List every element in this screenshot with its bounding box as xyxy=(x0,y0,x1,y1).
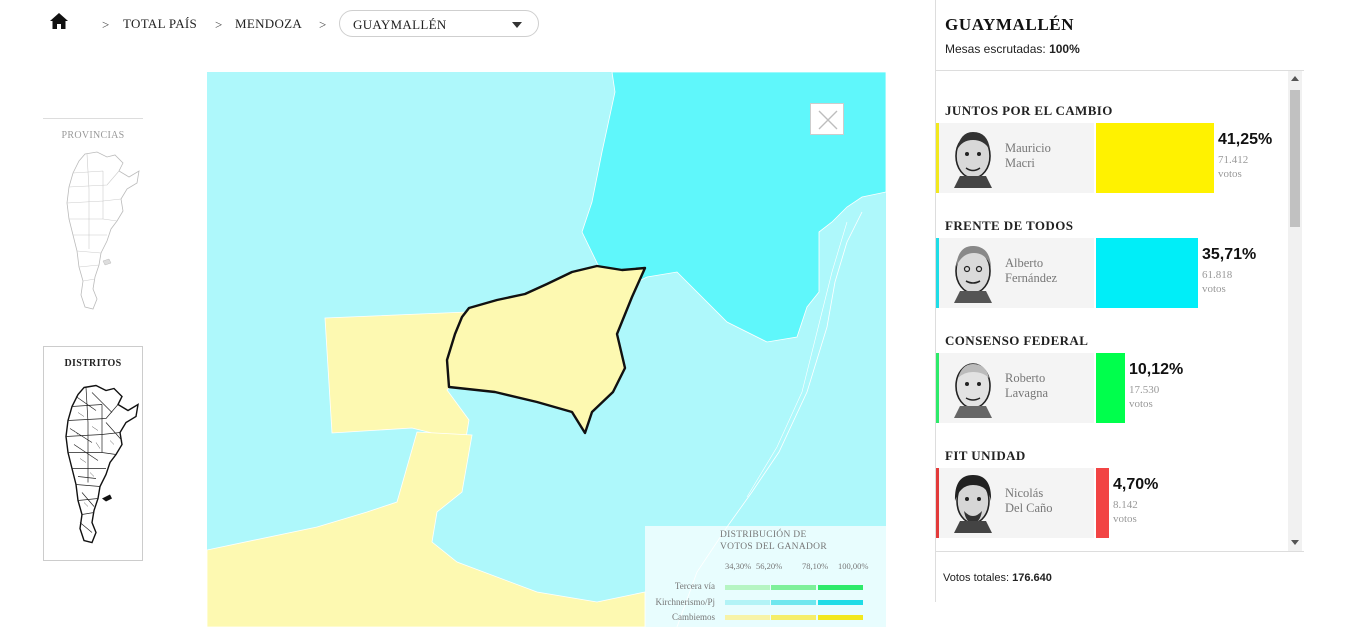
minimap-provincias[interactable]: PROVINCIAS xyxy=(43,118,143,318)
legend-tick: 34,30% xyxy=(725,561,752,571)
party-accent xyxy=(936,123,939,193)
minimap-distritos-label: DISTRITOS xyxy=(64,358,122,369)
minimap-provincias-label: PROVINCIAS xyxy=(61,130,125,141)
mesas-label: Mesas escrutadas: xyxy=(945,42,1046,56)
breadcrumb-item-mendoza[interactable]: MENDOZA xyxy=(235,16,303,31)
scroll-up-icon[interactable] xyxy=(1291,76,1299,81)
scroll-down-icon[interactable] xyxy=(1291,540,1299,545)
map-canvas xyxy=(207,72,886,627)
panel-title: GUAYMALLÉN xyxy=(945,15,1075,34)
vote-share-bar xyxy=(1096,468,1109,538)
candidate-name: Roberto Lavagna xyxy=(1005,371,1049,400)
legend-swatch xyxy=(818,585,863,590)
close-button[interactable] xyxy=(810,103,844,135)
argentina-districts-map xyxy=(65,384,139,544)
legend-tick: 78,10% xyxy=(802,561,829,571)
divider xyxy=(936,70,1304,71)
district-map[interactable] xyxy=(207,72,886,627)
candidate-card: Mauricio Macri xyxy=(936,123,1094,193)
legend-swatch xyxy=(818,615,863,620)
total-label: Votos totales: xyxy=(943,572,1010,584)
vote-share-bar xyxy=(1096,238,1198,308)
breadcrumb-separator: > xyxy=(319,17,327,32)
breadcrumb: > TOTAL PAÍS > MENDOZA > GUAYMALLÉN xyxy=(0,0,920,50)
vote-percentage: 4,70% xyxy=(1113,476,1159,493)
candidate-avatar xyxy=(954,132,992,188)
argentina-provinces-map xyxy=(66,151,140,310)
candidate-avatar xyxy=(954,475,992,533)
vote-count: 61.818 votos xyxy=(1202,269,1233,295)
candidate-name: Nicolás Del Caño xyxy=(1005,486,1053,515)
legend-swatch xyxy=(771,615,816,620)
legend-title-line2: VOTOS DEL GANADOR xyxy=(720,542,827,552)
chevron-down-icon xyxy=(512,22,522,28)
candidate-card: Nicolás Del Caño xyxy=(936,468,1094,538)
candidate-card: Roberto Lavagna xyxy=(936,353,1094,423)
minimap-distritos[interactable]: DISTRITOS xyxy=(43,346,143,561)
selected-district-guaymallen[interactable] xyxy=(445,264,647,435)
district-select-value: GUAYMALLÉN xyxy=(353,17,447,32)
legend-swatch xyxy=(771,585,816,590)
party-accent xyxy=(936,238,939,308)
district-select[interactable]: GUAYMALLÉN xyxy=(339,10,539,37)
party-accent xyxy=(936,353,939,423)
party-result-row[interactable]: JUNTOS POR EL CAMBIO Mauricio Macri 41,25… xyxy=(936,71,1288,193)
candidate-avatar xyxy=(954,363,992,418)
breadcrumb-separator: > xyxy=(215,17,223,32)
mesas-escrutadas: Mesas escrutadas: 100% xyxy=(945,42,1080,56)
candidate-name: Mauricio Macri xyxy=(1005,141,1051,170)
party-name: FRENTE DE TODOS xyxy=(945,218,1074,233)
vote-count: 17.530 votos xyxy=(1129,384,1160,410)
vote-share-bar xyxy=(1096,123,1214,193)
map-region-kirchnerismo-strong[interactable] xyxy=(581,72,886,343)
legend-row-label: Cambiemos xyxy=(672,612,715,622)
party-result-row[interactable]: FRENTE DE TODOS Alberto Fernández 35,71% … xyxy=(936,186,1288,308)
legend-tick: 100,00% xyxy=(838,561,869,571)
mesas-value: 100% xyxy=(1049,42,1080,56)
divider xyxy=(936,551,1304,552)
vote-count: 8.142 votos xyxy=(1113,499,1138,525)
legend-swatch xyxy=(725,615,770,620)
vote-count: 71.412 votos xyxy=(1218,154,1249,180)
close-icon xyxy=(818,110,838,130)
legend-tick: 56,20% xyxy=(756,561,783,571)
legend-swatch xyxy=(725,585,770,590)
party-result-row[interactable]: FIT UNIDAD Nicolás Del Caño 4,70% 8.142 vo… xyxy=(936,416,1288,538)
home-icon[interactable] xyxy=(49,12,69,30)
candidate-name: Alberto Fernández xyxy=(1005,256,1058,285)
candidate-card: Alberto Fernández xyxy=(936,238,1094,308)
vote-percentage: 41,25% xyxy=(1218,131,1273,148)
vote-share-bar xyxy=(1096,353,1125,423)
party-result-row[interactable]: CONSENSO FEDERAL Roberto Lavagna 10,12% 1… xyxy=(936,301,1288,423)
candidate-avatar xyxy=(954,245,992,303)
panel-scrollbar[interactable] xyxy=(1288,71,1302,551)
party-name: CONSENSO FEDERAL xyxy=(945,333,1089,348)
legend-swatch xyxy=(818,600,863,605)
scrollbar-thumb[interactable] xyxy=(1290,90,1300,227)
total-value: 176.640 xyxy=(1012,572,1052,584)
party-name: FIT UNIDAD xyxy=(945,448,1026,463)
vote-percentage: 35,71% xyxy=(1202,246,1257,263)
party-name: JUNTOS POR EL CAMBIO xyxy=(945,103,1113,118)
map-legend: DISTRIBUCIÓN DE VOTOS DEL GANADOR 34,30%… xyxy=(645,526,886,627)
legend-title-line1: DISTRIBUCIÓN DE xyxy=(720,530,807,540)
breadcrumb-item-total-pais[interactable]: TOTAL PAÍS xyxy=(123,16,198,31)
results-panel: GUAYMALLÉN Mesas escrutadas: 100% JUNTOS… xyxy=(935,0,1304,602)
party-accent xyxy=(936,468,939,538)
legend-swatch xyxy=(771,600,816,605)
legend-swatch xyxy=(725,600,770,605)
votos-totales: Votos totales: 176.640 xyxy=(943,572,1052,584)
party-results-list[interactable]: JUNTOS POR EL CAMBIO Mauricio Macri 41,25… xyxy=(936,71,1288,551)
breadcrumb-separator: > xyxy=(102,17,110,32)
legend-row-label: Kirchnerismo/Pj xyxy=(655,597,716,607)
legend-row-label: Tercera vía xyxy=(674,581,715,591)
vote-percentage: 10,12% xyxy=(1129,361,1184,378)
